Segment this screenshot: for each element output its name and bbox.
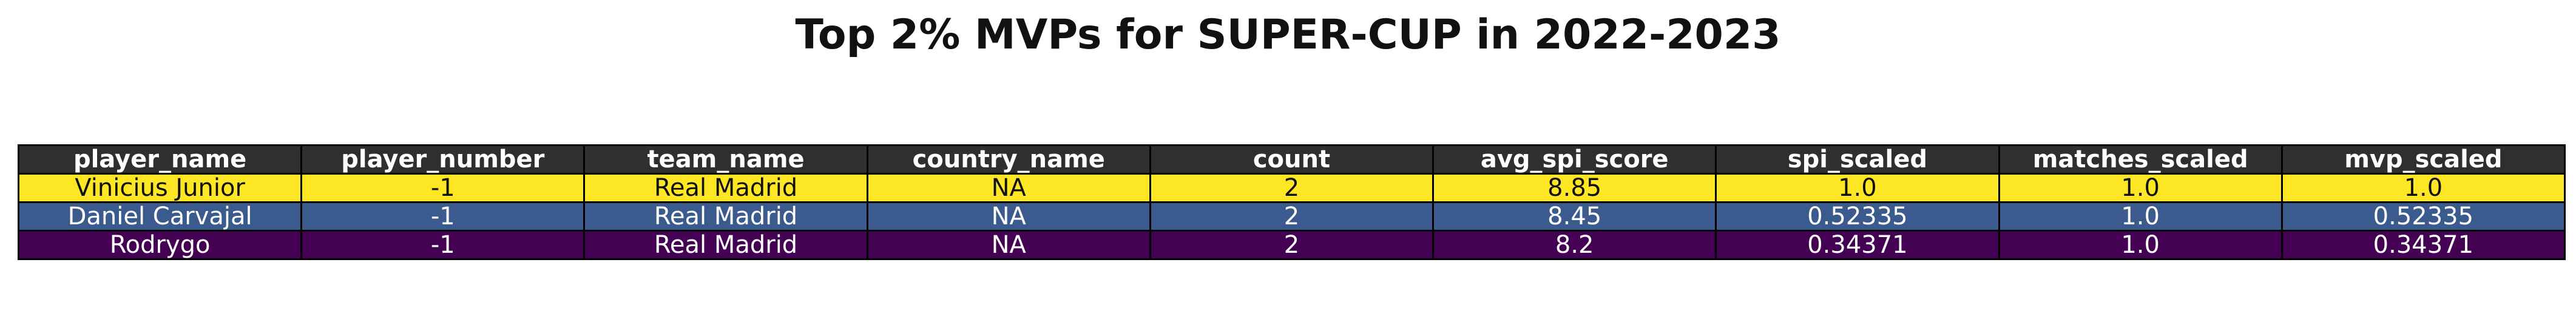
table-cell-team-name: Real Madrid — [583, 230, 868, 260]
column-header-spi-scaled: spi_scaled — [1715, 144, 2000, 175]
table-cell-player-name: Vinicius Junior — [17, 173, 303, 203]
column-header-player-number: player_number — [300, 144, 586, 175]
table-cell-mvp-scaled: 1.0 — [2280, 173, 2566, 203]
table-cell-player-name: Rodrygo — [17, 230, 303, 260]
table-cell-avg-spi-score: 8.2 — [1432, 230, 1717, 260]
table-row: Daniel Carvajal -1 Real Madrid NA 2 8.45 0.523… — [17, 201, 2566, 232]
table-cell-avg-spi-score: 8.45 — [1432, 201, 1717, 232]
table-row: Rodrygo -1 Real Madrid NA 2 8.2 0.34371 1.0 0.34… — [17, 230, 2566, 260]
table-cell-count: 2 — [1149, 230, 1435, 260]
table-row: Vinicius Junior -1 Real Madrid NA 2 8.85 1.0 1.… — [17, 173, 2566, 203]
header-row: player_name player_number team_name country… — [17, 144, 2566, 175]
table-cell-country-name: NA — [866, 201, 1151, 232]
table-cell-matches-scaled: 1.0 — [1998, 173, 2283, 203]
column-header-mvp-scaled: mvp_scaled — [2280, 144, 2566, 175]
column-header-avg-spi-score: avg_spi_score — [1432, 144, 1717, 175]
table-cell-mvp-scaled: 0.34371 — [2280, 230, 2566, 260]
table-cell-spi-scaled: 0.52335 — [1715, 201, 2000, 232]
table-cell-country-name: NA — [866, 173, 1151, 203]
table-cell-player-number: -1 — [300, 201, 586, 232]
table-cell-team-name: Real Madrid — [583, 173, 868, 203]
column-header-count: count — [1149, 144, 1435, 175]
table-cell-matches-scaled: 1.0 — [1998, 230, 2283, 260]
table-cell-player-number: -1 — [300, 173, 586, 203]
column-header-player-name: player_name — [17, 144, 303, 175]
table-cell-matches-scaled: 1.0 — [1998, 201, 2283, 232]
chart-title: Top 2% MVPs for SUPER-CUP in 2022-2023 — [795, 11, 1781, 59]
table-cell-mvp-scaled: 0.52335 — [2280, 201, 2566, 232]
table-cell-player-number: -1 — [300, 230, 586, 260]
table-cell-count: 2 — [1149, 201, 1435, 232]
table-cell-avg-spi-score: 8.85 — [1432, 173, 1717, 203]
mvp-table: player_name player_number team_name country… — [17, 144, 2566, 260]
table-cell-count: 2 — [1149, 173, 1435, 203]
table-body: Vinicius Junior -1 Real Madrid NA 2 8.85 1.0 1.… — [17, 173, 2566, 260]
table-cell-team-name: Real Madrid — [583, 201, 868, 232]
column-header-country-name: country_name — [866, 144, 1151, 175]
table-cell-spi-scaled: 1.0 — [1715, 173, 2000, 203]
table-cell-spi-scaled: 0.34371 — [1715, 230, 2000, 260]
column-header-team-name: team_name — [583, 144, 868, 175]
column-header-matches-scaled: matches_scaled — [1998, 144, 2283, 175]
table-cell-player-name: Daniel Carvajal — [17, 201, 303, 232]
table-cell-country-name: NA — [866, 230, 1151, 260]
